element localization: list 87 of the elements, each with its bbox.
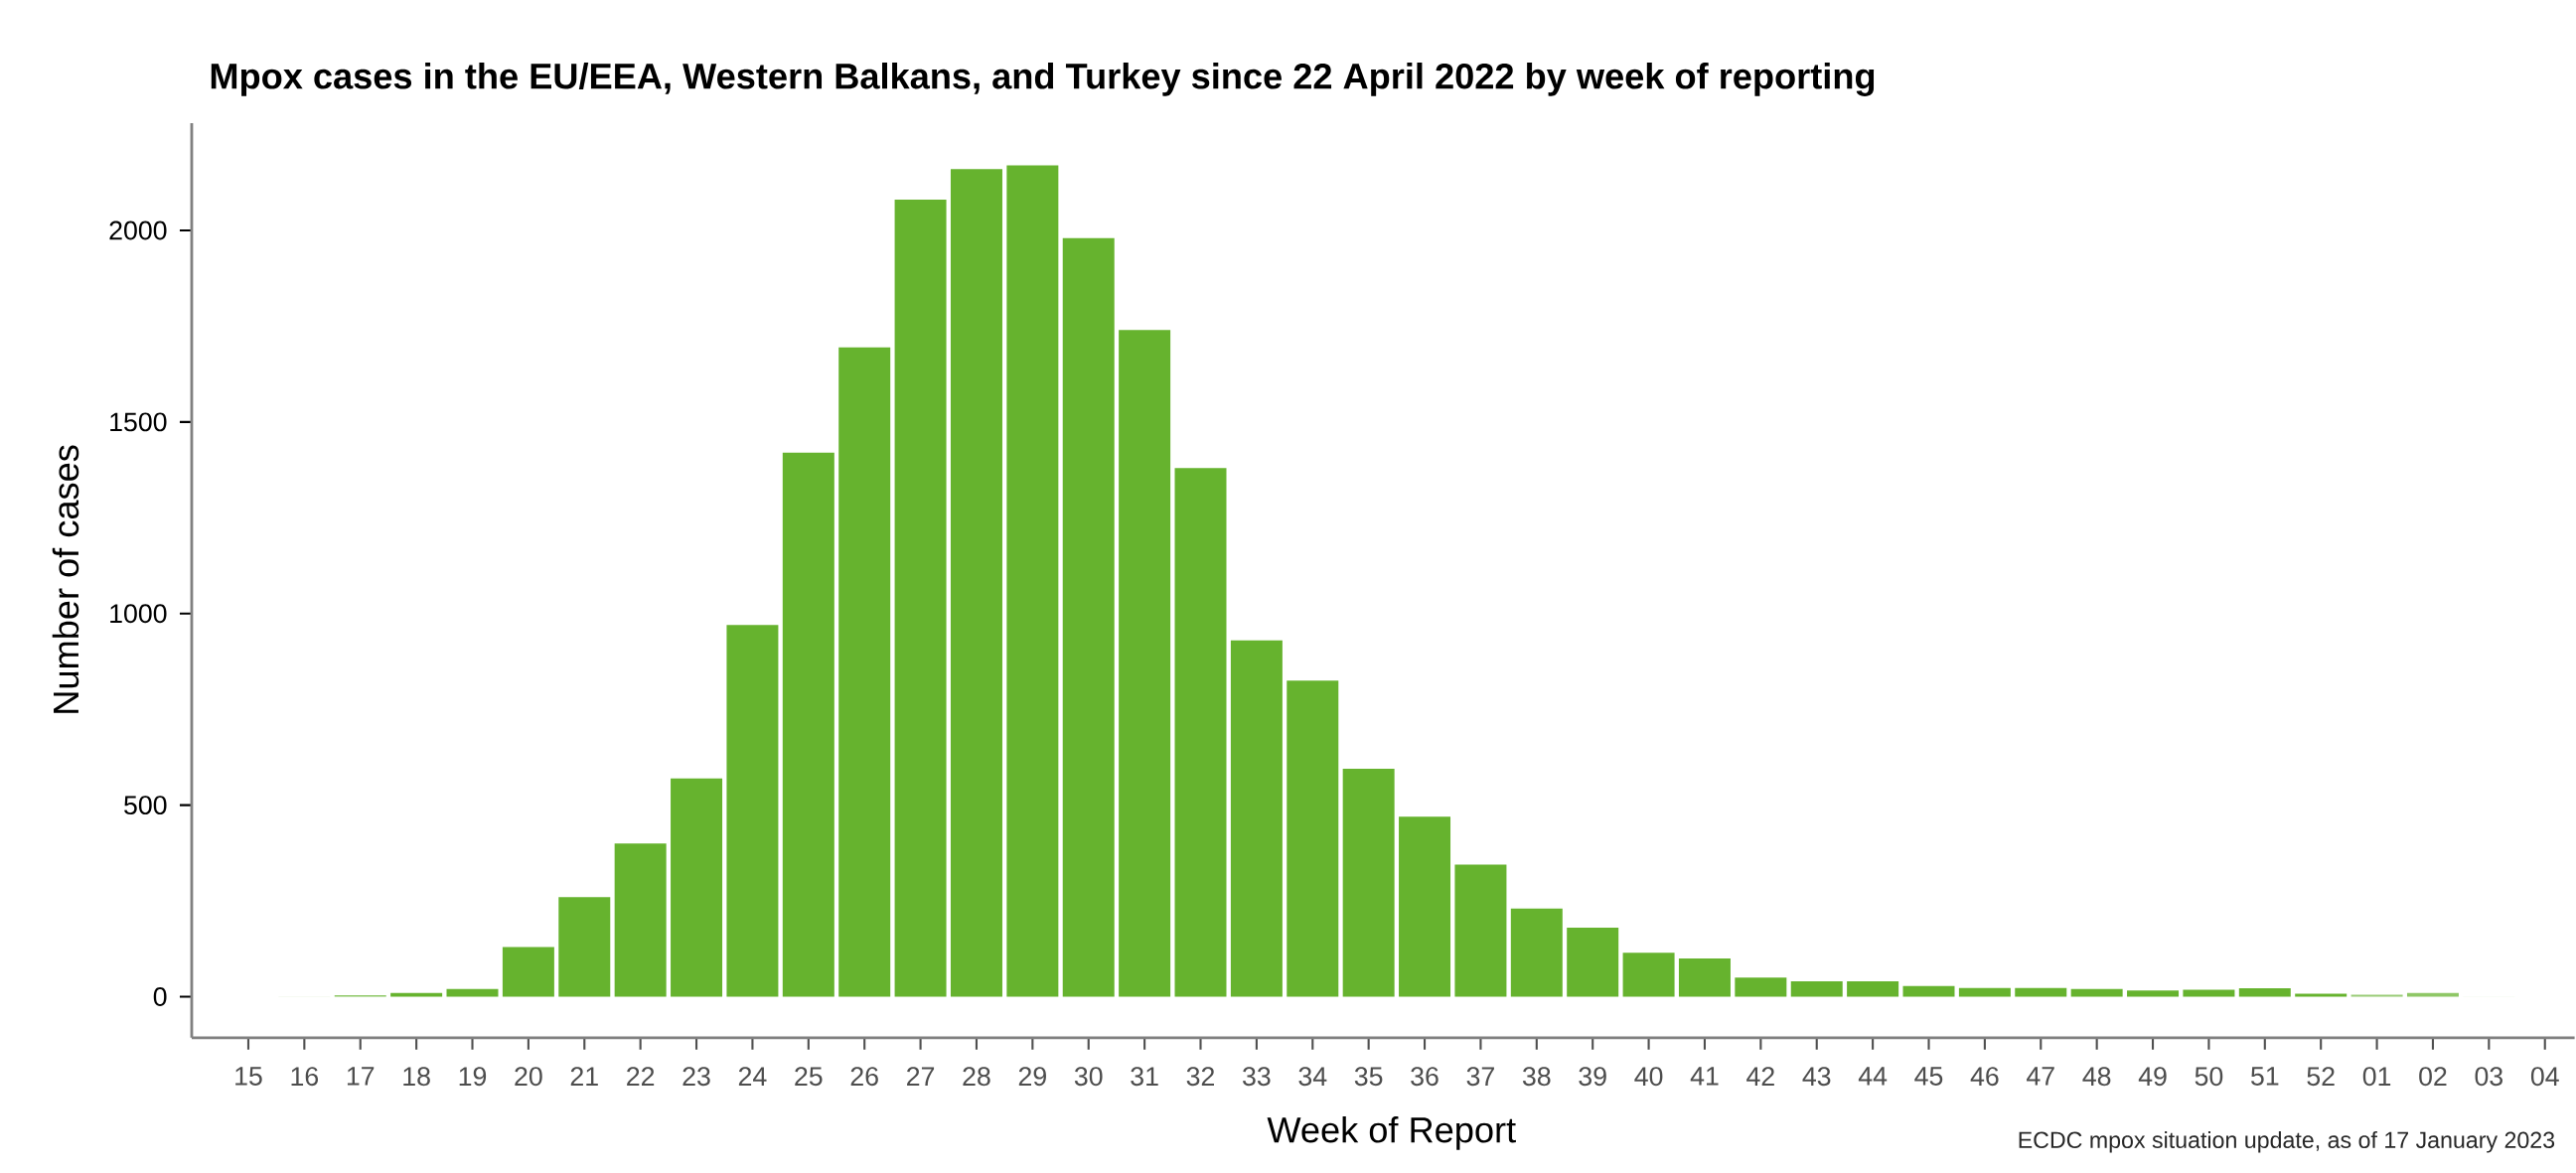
bar [1006,165,1059,997]
x-tick-label: 03 [2475,1067,2503,1087]
bar [2015,987,2067,997]
bar [1230,640,1283,997]
bar [2070,988,2123,997]
bar [1399,816,1451,997]
bar [1454,864,1507,997]
x-tick-label: 52 [2307,1067,2335,1087]
bar [950,169,1002,997]
x-tick-label: 23 [682,1067,710,1087]
bar [558,897,611,997]
x-tick-label: 21 [570,1067,598,1086]
bar [1567,928,1619,997]
x-tick-label: 41 [1690,1067,1719,1086]
x-tick-label: 04 [2530,1067,2559,1087]
bar [1287,680,1339,997]
x-tick-label: 40 [1634,1067,1663,1087]
bar [1735,977,1787,997]
bar [1510,908,1563,997]
x-tick-label: 02 [2419,1067,2447,1087]
x-tick-label: 30 [1074,1067,1103,1087]
x-tick-label: 51 [2251,1067,2279,1086]
bar [671,778,723,997]
x-tick-label: 43 [1802,1067,1831,1087]
y-tick-label: 1000 [110,604,167,624]
bar [502,947,554,997]
bar [1678,958,1731,997]
bar [1119,330,1171,997]
bar [894,200,947,997]
x-tick-label: 36 [1411,1067,1439,1087]
x-tick-label: 29 [1018,1067,1046,1087]
x-tick-label: 50 [2195,1067,2223,1087]
x-tick-label: 18 [403,1067,430,1087]
x-tick-label: 45 [1914,1067,1943,1086]
x-tick-label: 22 [627,1067,655,1086]
bar [2127,990,2180,997]
bar [1342,769,1395,997]
bar [2295,993,2348,997]
x-tick-label: 48 [2082,1067,2111,1087]
y-tick-label: 0 [153,987,167,1007]
bar [2238,988,2291,997]
bar [1174,468,1227,997]
x-tick-label: 37 [1466,1067,1494,1087]
text: ECDC mpox situation update, as of 17 January 2023 [2019,1131,2555,1153]
x-axis-title: Week of Report [1267,1116,1516,1150]
bar [782,452,834,997]
y-tick-label: 2000 [109,220,167,240]
x-tick-label: 35 [1354,1067,1383,1087]
x-tick-label: 44 [1858,1067,1888,1086]
chart-title: Mpox cases in the EU/EEA, Western Balkans, and Turkey since 22 April 2022 by week of reporting [211,63,1875,96]
bar [2406,992,2459,997]
x-tick-label: 39 [1579,1067,1606,1087]
x-tick-label: 19 [459,1067,487,1087]
x-tick-label: 01 [2362,1067,2391,1087]
bar [1062,237,1115,997]
x-tick-label: 27 [907,1067,935,1086]
x-tick-label: 15 [235,1067,262,1086]
y-axis-title: Number of cases [52,445,79,713]
bar [446,988,499,997]
bar [1958,987,2011,997]
x-tick-label: 31 [1131,1067,1158,1087]
x-tick-label: 24 [738,1067,767,1086]
x-tick-label: 26 [850,1067,878,1087]
x-tick-label: 25 [795,1067,823,1087]
bar [614,843,667,997]
y-tick-label: 500 [124,796,167,815]
x-tick-label: 34 [1298,1067,1327,1087]
x-tick-label: 32 [1186,1067,1214,1087]
x-tick-label: 47 [2027,1067,2054,1086]
x-tick-label: 20 [515,1067,542,1087]
bar [1622,953,1675,997]
x-tick-label: 16 [291,1067,319,1087]
x-tick-label: 46 [1970,1067,1999,1087]
bar [390,992,443,997]
y-tick-label: 1500 [110,412,167,432]
bar [838,347,891,997]
x-tick-label: 38 [1522,1067,1551,1087]
x-tick-label: 28 [963,1067,990,1087]
bar [726,625,779,997]
bar [1847,981,1899,997]
bar [2183,989,2235,997]
bar [1902,985,1955,997]
bar [1790,981,1843,997]
x-tick-label: 33 [1243,1067,1271,1087]
x-tick-label: 49 [2138,1067,2167,1087]
x-tick-label: 17 [347,1067,375,1086]
x-tick-label: 42 [1746,1067,1774,1086]
